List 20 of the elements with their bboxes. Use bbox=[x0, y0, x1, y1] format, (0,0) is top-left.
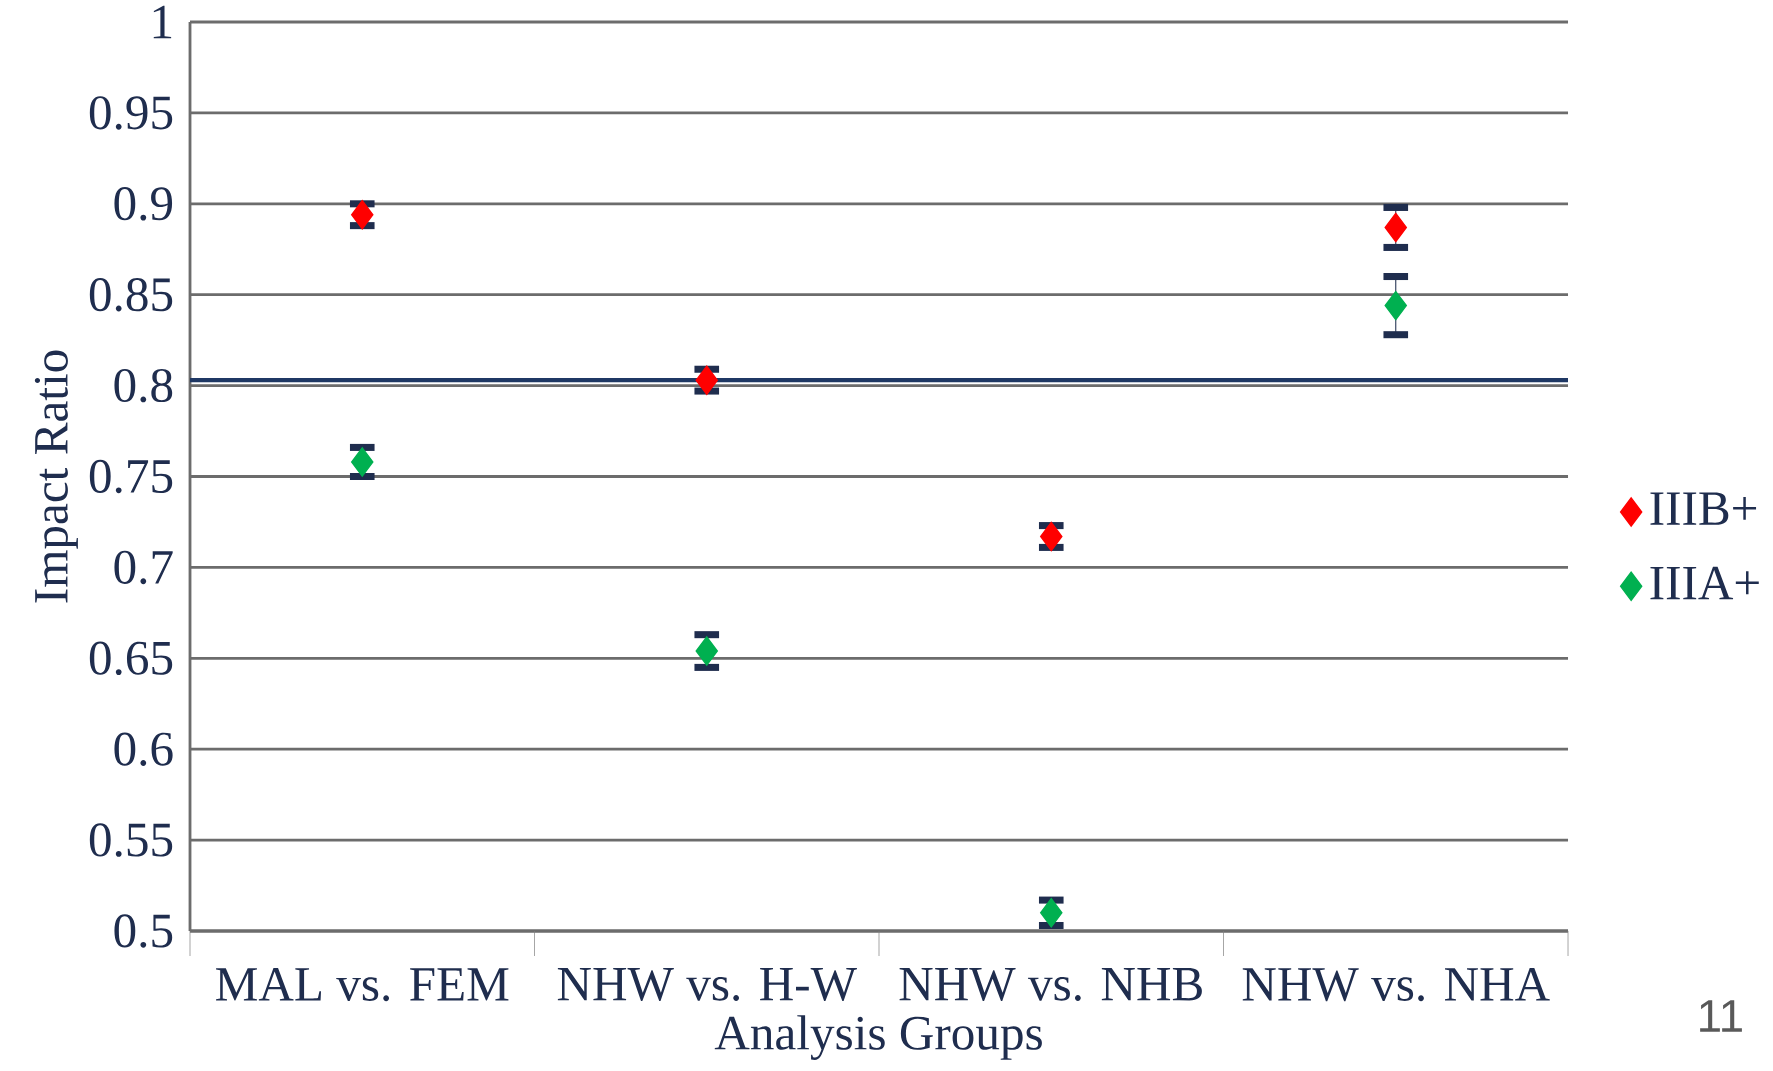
y-tick-label: 0.65 bbox=[89, 641, 173, 676]
y-tick-label: 0.7 bbox=[114, 550, 173, 585]
y-tick-label: 1 bbox=[153, 5, 172, 39]
x-tick-label: NHW vs. H-W bbox=[557, 967, 857, 1002]
y-tick-label: 0.9 bbox=[114, 187, 173, 221]
legend-label: IIIB+ bbox=[1650, 492, 1757, 525]
legend-label: IIIA+ bbox=[1650, 566, 1759, 600]
y-tick-label: 0.6 bbox=[114, 732, 173, 766]
x-tick-label: NHW vs. NHB bbox=[899, 967, 1202, 1002]
x-tick-label: NHW vs. NHA bbox=[1242, 967, 1550, 1002]
x-axis-title: Analysis Groups bbox=[714, 1015, 1042, 1061]
y-tick-label: 0.5 bbox=[114, 914, 173, 948]
text: 11 bbox=[1700, 1000, 1742, 1032]
y-tick-label: 0.95 bbox=[89, 96, 173, 130]
y-tick-label: 0.75 bbox=[89, 459, 173, 494]
y-axis-title: Impact Ratio bbox=[34, 350, 78, 603]
y-tick-label: 0.85 bbox=[89, 277, 173, 312]
x-tick-label: MAL vs. FEM bbox=[216, 967, 509, 1002]
y-tick-label: 0.8 bbox=[114, 368, 173, 403]
y-tick-label: 0.55 bbox=[89, 823, 173, 857]
